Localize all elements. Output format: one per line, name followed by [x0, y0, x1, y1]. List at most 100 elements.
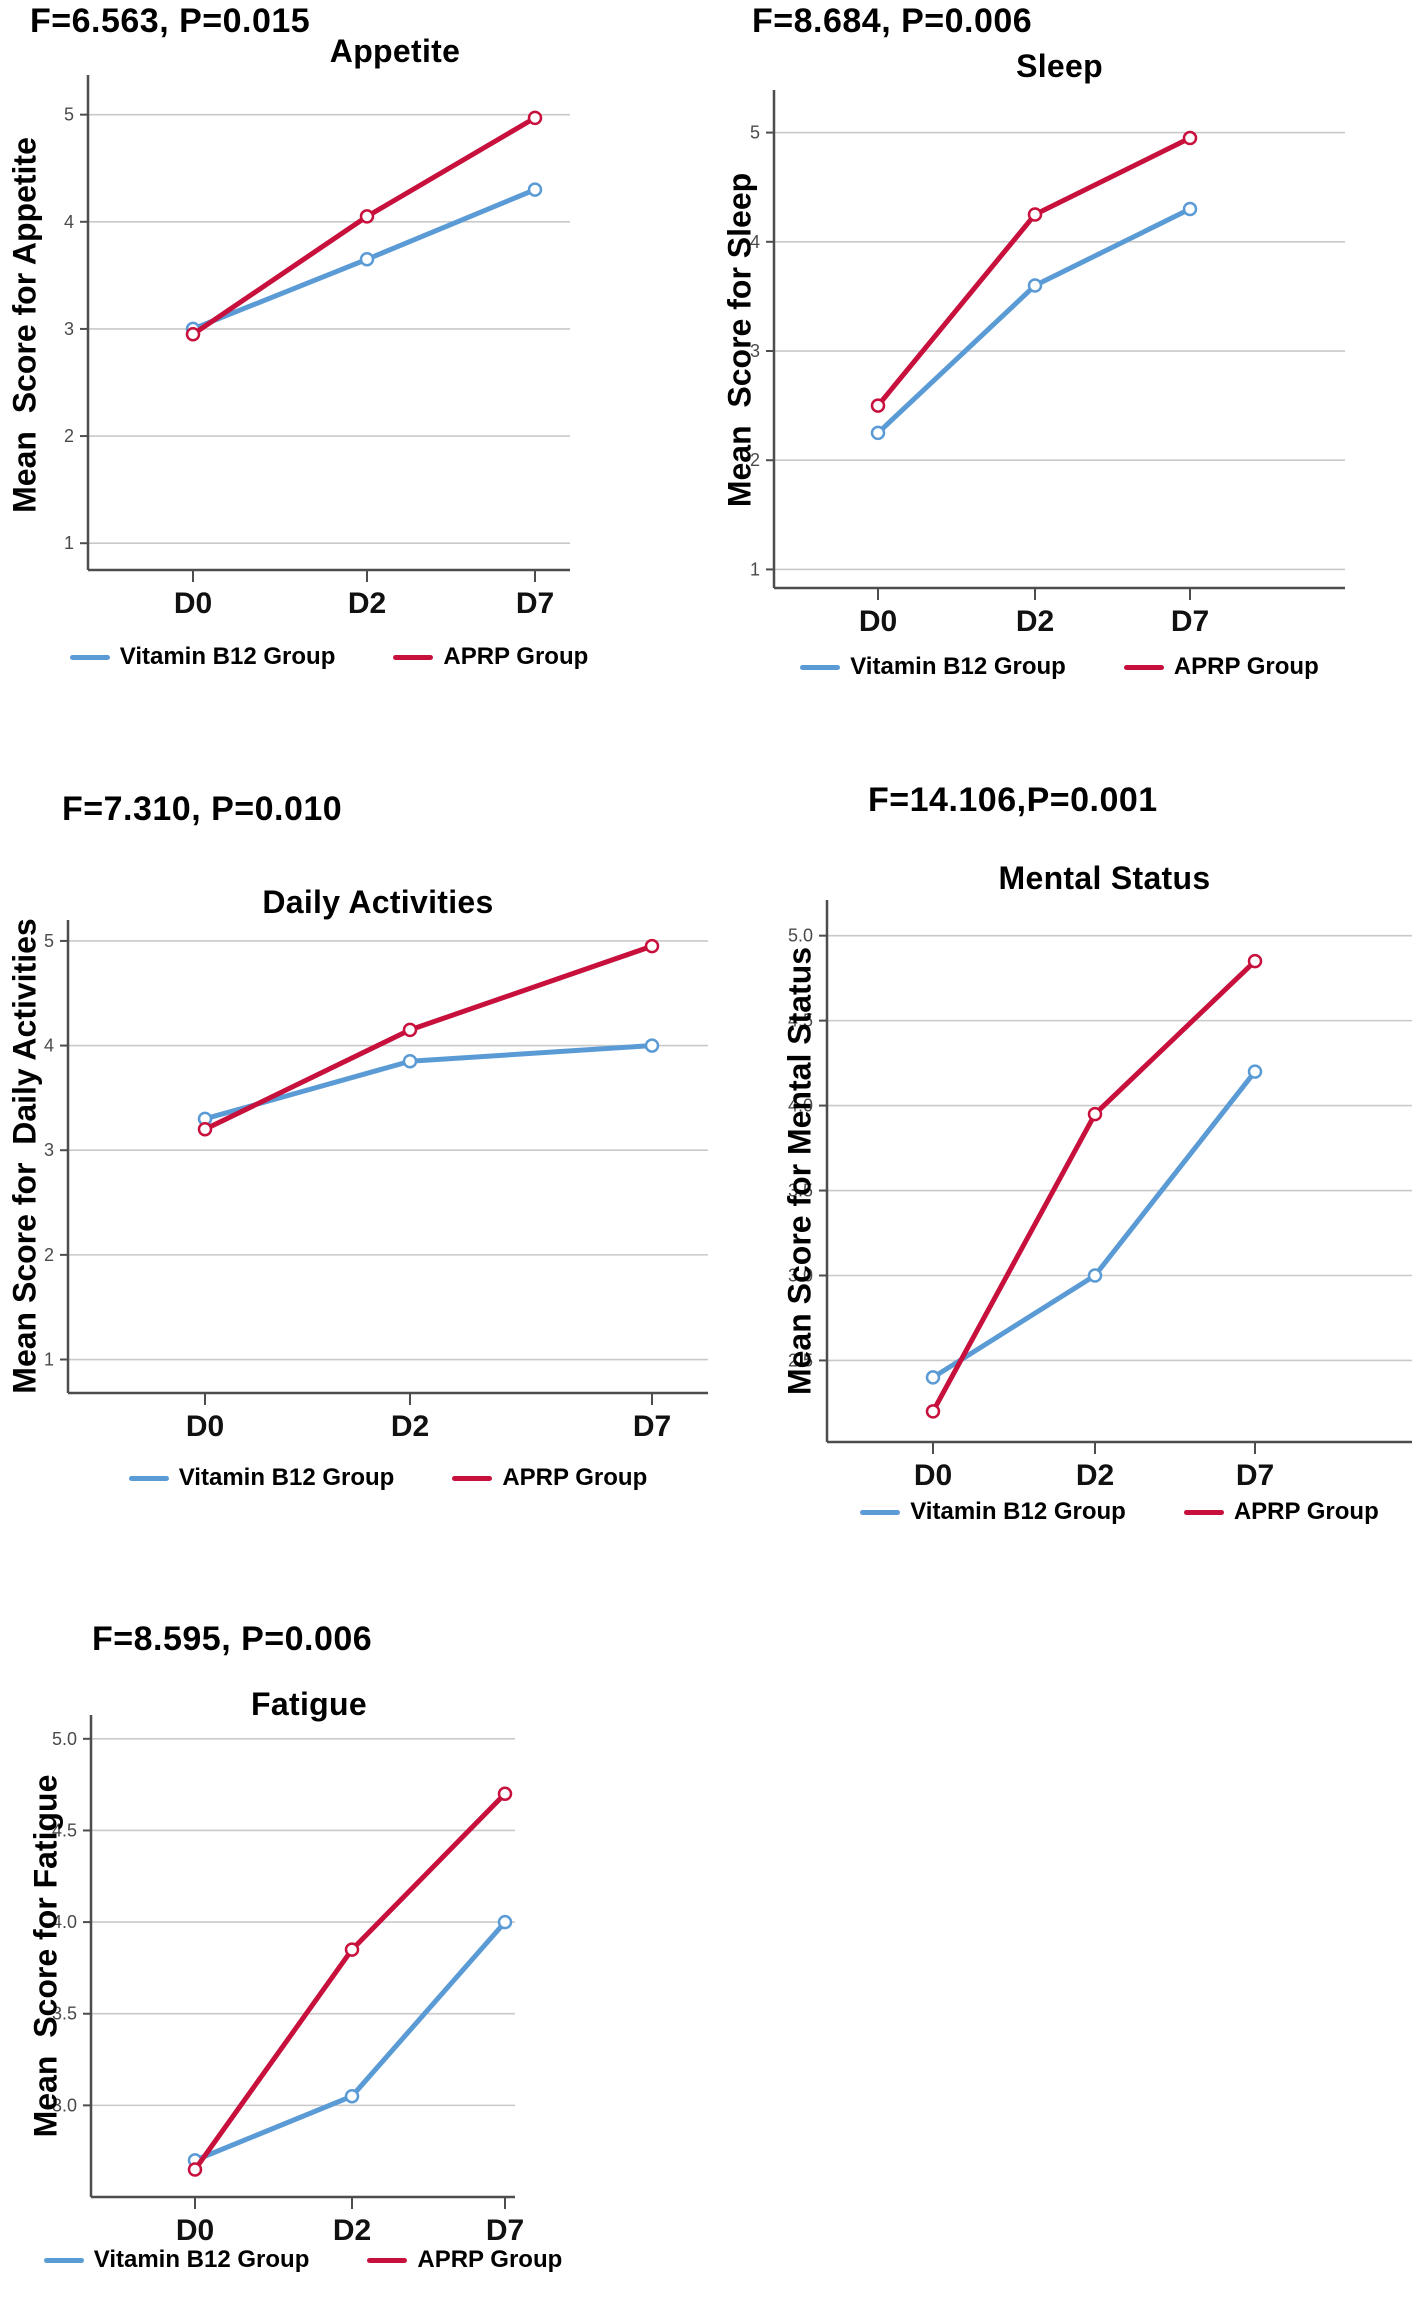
appetite-point-vitamin-b12-group-D2 [359, 252, 375, 267]
sleep-ytick-label-5: 5 [750, 123, 760, 143]
sleep-point-vitamin-b12-group-D7 [1182, 201, 1198, 217]
sleep-ytick-label-2: 2 [750, 450, 760, 470]
sleep-line-vitamin-b12-group [875, 206, 1193, 436]
fatigue-point-vitamin-b12-group-D2 [344, 2088, 360, 2104]
appetite-ytick-label-2: 2 [64, 426, 74, 446]
sleep-point-vitamin-b12-group-D0 [870, 425, 886, 441]
appetite-point-aprp-group-D7 [527, 110, 543, 126]
mental-status-ytick-label-2.5: 2.5 [788, 1350, 813, 1370]
daily-activities-ytick-label-2: 2 [44, 1245, 54, 1265]
chart-title-daily-activities: Daily Activities [262, 884, 494, 920]
chart-title-sleep: Sleep [1016, 48, 1103, 84]
chart-appetite: 1 2 3 4 5 D0 D2 D7 [64, 75, 570, 620]
legend-label-vitamin-b12: Vitamin B12 Group [178, 1464, 395, 1491]
legend-label-aprp: APRP Group [417, 2246, 563, 2273]
appetite-xtick-label-D0: D0 [174, 587, 212, 620]
fstat-annotation-mental-status: F=14.106,P=0.001 [868, 781, 1158, 819]
legend-item-vitamin-b12: Vitamin B12 Group [43, 2246, 309, 2274]
daily-activities-point-aprp-group-D0 [197, 1122, 213, 1137]
mental-status-ytick-label-3.5: 3.5 [788, 1181, 813, 1201]
daily-activities-point-vitamin-b12-group-D7 [644, 1038, 660, 1053]
fstat-annotation-daily-activities: F=7.310, P=0.010 [62, 790, 343, 828]
legend-line-swatch-vitamin-b12 [43, 2257, 84, 2263]
fatigue-ytick-label-3.0: 3.0 [52, 2095, 77, 2115]
sleep-ytick-label-4: 4 [750, 232, 760, 252]
legend-item-aprp: APRP Group [452, 1464, 647, 1492]
chart-daily-activities: 1 2 3 4 5 D0 D2 D7 [44, 920, 708, 1443]
legend-item-vitamin-b12: Vitamin B12 Group [69, 643, 336, 671]
appetite-ytick-label-5: 5 [64, 105, 74, 125]
appetite-xtick-label-D7: D7 [516, 587, 554, 620]
legend-label-vitamin-b12: Vitamin B12 Group [850, 653, 1066, 680]
legend-item-vitamin-b12: Vitamin B12 Group [800, 653, 1066, 681]
fstat-annotation-appetite: F=6.563, P=0.015 [30, 2, 311, 40]
legend-line-swatch-vitamin-b12 [860, 1509, 901, 1515]
sleep-line-aprp-group [875, 135, 1193, 409]
appetite-ytick-label-1: 1 [64, 533, 74, 553]
mental-status-point-aprp-group-D0 [925, 1404, 941, 1419]
daily-activities-ytick-label-5: 5 [44, 931, 54, 951]
appetite-ytick-label-4: 4 [64, 212, 74, 232]
legend-mental-status: Vitamin B12 Group APRP Group [827, 1498, 1412, 1526]
mental-status-point-vitamin-b12-group-D2 [1087, 1268, 1103, 1283]
sleep-xtick-label-D0: D0 [859, 605, 897, 638]
daily-activities-point-aprp-group-D2 [402, 1022, 418, 1038]
daily-activities-ytick-label-1: 1 [44, 1350, 54, 1370]
appetite-point-aprp-group-D0 [185, 327, 201, 342]
legend-daily-activities: Vitamin B12 Group APRP Group [68, 1464, 708, 1492]
legend-item-vitamin-b12: Vitamin B12 Group [128, 1464, 395, 1492]
legend-item-aprp: APRP Group [1183, 1498, 1379, 1526]
daily-activities-ytick-label-3: 3 [44, 1140, 54, 1160]
appetite-point-aprp-group-D2 [359, 209, 375, 224]
mental-status-point-aprp-group-D7 [1247, 953, 1263, 969]
legend-fatigue: Vitamin B12 Group APRP Group [43, 2246, 562, 2274]
legend-line-swatch-vitamin-b12 [128, 1475, 169, 1481]
legend-label-vitamin-b12: Vitamin B12 Group [910, 1498, 1126, 1525]
sleep-ytick-label-1: 1 [750, 559, 760, 579]
fatigue-xtick-label-D2: D2 [333, 2214, 371, 2247]
sleep-point-aprp-group-D0 [870, 398, 886, 413]
legend-appetite: Vitamin B12 Group APRP Group [69, 643, 588, 671]
fatigue-point-vitamin-b12-group-D7 [497, 1914, 513, 1930]
fatigue-ytick-label-4.0: 4.0 [52, 1912, 77, 1932]
daily-activities-point-aprp-group-D7 [644, 938, 660, 954]
mental-status-line-aprp-group [930, 958, 1258, 1414]
mental-status-ytick-label-3.0: 3.0 [788, 1265, 813, 1285]
fstat-annotation-fatigue: F=8.595, P=0.006 [92, 1620, 373, 1658]
fatigue-point-aprp-group-D7 [497, 1786, 513, 1802]
legend-line-swatch-aprp [393, 654, 434, 660]
fatigue-xtick-label-D0: D0 [176, 2214, 214, 2247]
legend-line-swatch-aprp [1123, 664, 1164, 670]
appetite-line-aprp-group [190, 115, 538, 337]
legend-label-aprp: APRP Group [1233, 1498, 1379, 1525]
legend-line-swatch-vitamin-b12 [800, 664, 841, 670]
y-axis-label-appetite: Mean Score for Appetite [6, 137, 43, 513]
legend-item-aprp: APRP Group [1123, 653, 1319, 681]
chart-title-appetite: Appetite [329, 33, 461, 69]
daily-activities-line-vitamin-b12-group [202, 1043, 655, 1122]
appetite-xtick-label-D2: D2 [348, 587, 386, 620]
mental-status-point-vitamin-b12-group-D0 [925, 1370, 941, 1385]
chart-title-mental-status: Mental Status [998, 860, 1211, 896]
y-axis-label-fatigue: Mean Score for Fatigue [27, 1774, 64, 2138]
legend-item-aprp: APRP Group [393, 643, 588, 671]
y-axis-label-daily-activities: Mean Score for Daily Activities [6, 918, 43, 1394]
legend-sleep: Vitamin B12 Group APRP Group [774, 653, 1345, 681]
mental-status-point-aprp-group-D2 [1087, 1106, 1103, 1122]
mental-status-xtick-label-D0: D0 [914, 1459, 952, 1492]
fatigue-line-aprp-group [192, 1791, 508, 2173]
sleep-point-aprp-group-D2 [1027, 207, 1043, 222]
legend-item-vitamin-b12: Vitamin B12 Group [860, 1498, 1126, 1526]
mental-status-ytick-label-5.0: 5.0 [788, 926, 813, 946]
legend-line-swatch-aprp [1183, 1509, 1224, 1515]
sleep-ytick-label-3: 3 [750, 341, 760, 361]
legend-line-swatch-aprp [367, 2257, 408, 2263]
mental-status-xtick-label-D7: D7 [1236, 1459, 1274, 1492]
mental-status-ytick-label-4.0: 4.0 [788, 1096, 813, 1116]
sleep-point-aprp-group-D7 [1182, 130, 1198, 146]
fstat-annotation-sleep: F=8.684, P=0.006 [752, 2, 1033, 40]
legend-line-swatch-aprp [452, 1475, 493, 1481]
legend-label-vitamin-b12: Vitamin B12 Group [119, 643, 336, 670]
mental-status-ytick-label-4.5: 4.5 [788, 1011, 813, 1031]
